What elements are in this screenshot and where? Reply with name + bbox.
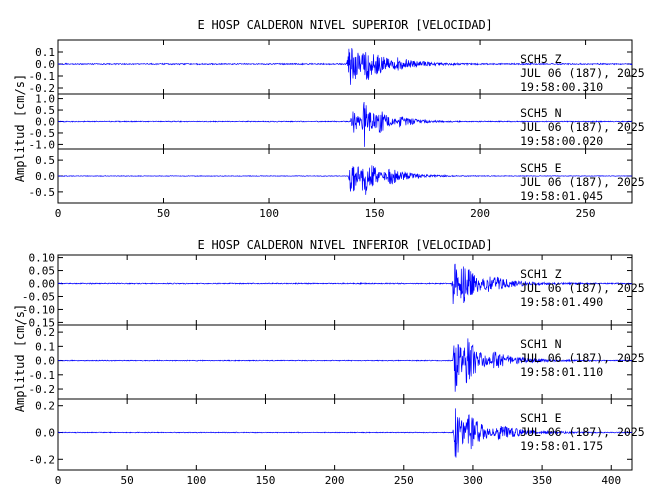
y-tick-label: 0.2 xyxy=(35,400,55,413)
x-tick-label: 0 xyxy=(55,207,62,220)
y-tick-label: -1.0 xyxy=(29,138,56,151)
y-tick-label: -0.5 xyxy=(29,186,56,199)
top-chart-title: E HOSP CALDERON NIVEL SUPERIOR [VELOCIDA… xyxy=(197,18,492,32)
date-label: JUL 06 (187), 2025 xyxy=(520,281,645,295)
top-chart-ylabel: Amplitud [cm/s] xyxy=(13,74,27,182)
y-tick-label: -0.2 xyxy=(29,82,56,95)
waveform-trace xyxy=(57,338,633,392)
y-tick-label: -0.2 xyxy=(29,453,56,466)
bottom-chart-ylabel: Amplitud [cm/s] xyxy=(13,304,27,412)
x-tick-label: 150 xyxy=(365,207,385,220)
y-tick-label: -0.05 xyxy=(22,290,55,303)
waveform-trace xyxy=(57,165,633,195)
date-label: JUL 06 (187), 2025 xyxy=(520,66,645,80)
station-label: SCH5 N xyxy=(520,106,562,120)
y-tick-label: 0.1 xyxy=(35,340,55,353)
x-tick-label: 150 xyxy=(256,474,276,487)
y-tick-label: -0.15 xyxy=(22,316,55,329)
y-tick-label: -0.5 xyxy=(29,127,56,140)
x-tick-label: 400 xyxy=(601,474,621,487)
station-label: SCH5 E xyxy=(520,161,562,175)
y-tick-label: -0.10 xyxy=(22,303,55,316)
date-label: JUL 06 (187), 2025 xyxy=(520,351,645,365)
waveform-trace xyxy=(57,48,633,85)
date-label: JUL 06 (187), 2025 xyxy=(520,120,645,134)
x-tick-label: 200 xyxy=(325,474,345,487)
y-tick-label: -0.2 xyxy=(29,383,56,396)
station-label: SCH1 N xyxy=(520,337,562,351)
waveform-trace xyxy=(57,101,633,147)
waveform-trace xyxy=(57,408,633,458)
time-label: 19:58:01.175 xyxy=(520,439,603,453)
station-label: SCH1 Z xyxy=(520,267,562,281)
waveform-trace xyxy=(57,263,633,304)
y-tick-label: 0.0 xyxy=(35,58,55,71)
x-tick-label: 0 xyxy=(55,474,62,487)
bottom-chart-title: E HOSP CALDERON NIVEL INFERIOR [VELOCIDA… xyxy=(197,238,492,252)
y-tick-label: 0.05 xyxy=(29,265,56,278)
x-tick-label: 50 xyxy=(157,207,170,220)
station-label: SCH1 E xyxy=(520,411,562,425)
y-tick-label: -0.1 xyxy=(29,369,56,382)
y-tick-label: 1.0 xyxy=(35,93,55,106)
time-label: 19:58:01.490 xyxy=(520,295,603,309)
x-tick-label: 100 xyxy=(186,474,206,487)
y-tick-label: 0.5 xyxy=(35,154,55,167)
panel-frame xyxy=(57,398,633,471)
x-tick-label: 300 xyxy=(463,474,483,487)
x-tick-label: 100 xyxy=(259,207,279,220)
x-tick-label: 200 xyxy=(470,207,490,220)
x-tick-label: 250 xyxy=(576,207,596,220)
y-tick-label: 0.00 xyxy=(29,278,56,291)
y-tick-label: 0.0 xyxy=(35,170,55,183)
y-tick-label: 0.0 xyxy=(35,355,55,368)
y-tick-label: 0.0 xyxy=(35,116,55,129)
time-label: 19:58:01.110 xyxy=(520,365,603,379)
time-label: 19:58:00.020 xyxy=(520,134,603,148)
time-label: 19:58:00.310 xyxy=(520,80,603,94)
y-tick-label: 0.10 xyxy=(29,252,56,265)
x-tick-label: 250 xyxy=(394,474,414,487)
y-tick-label: 0.1 xyxy=(35,46,55,59)
x-tick-label: 50 xyxy=(121,474,134,487)
y-tick-label: 0.5 xyxy=(35,104,55,117)
y-tick-label: 0.0 xyxy=(35,426,55,439)
y-tick-label: -0.1 xyxy=(29,70,56,83)
date-label: JUL 06 (187), 2025 xyxy=(520,425,645,439)
time-label: 19:58:01.045 xyxy=(520,189,603,203)
y-tick-label: 0.2 xyxy=(35,326,55,339)
station-label: SCH5 Z xyxy=(520,52,562,66)
x-tick-label: 350 xyxy=(532,474,552,487)
date-label: JUL 06 (187), 2025 xyxy=(520,175,645,189)
